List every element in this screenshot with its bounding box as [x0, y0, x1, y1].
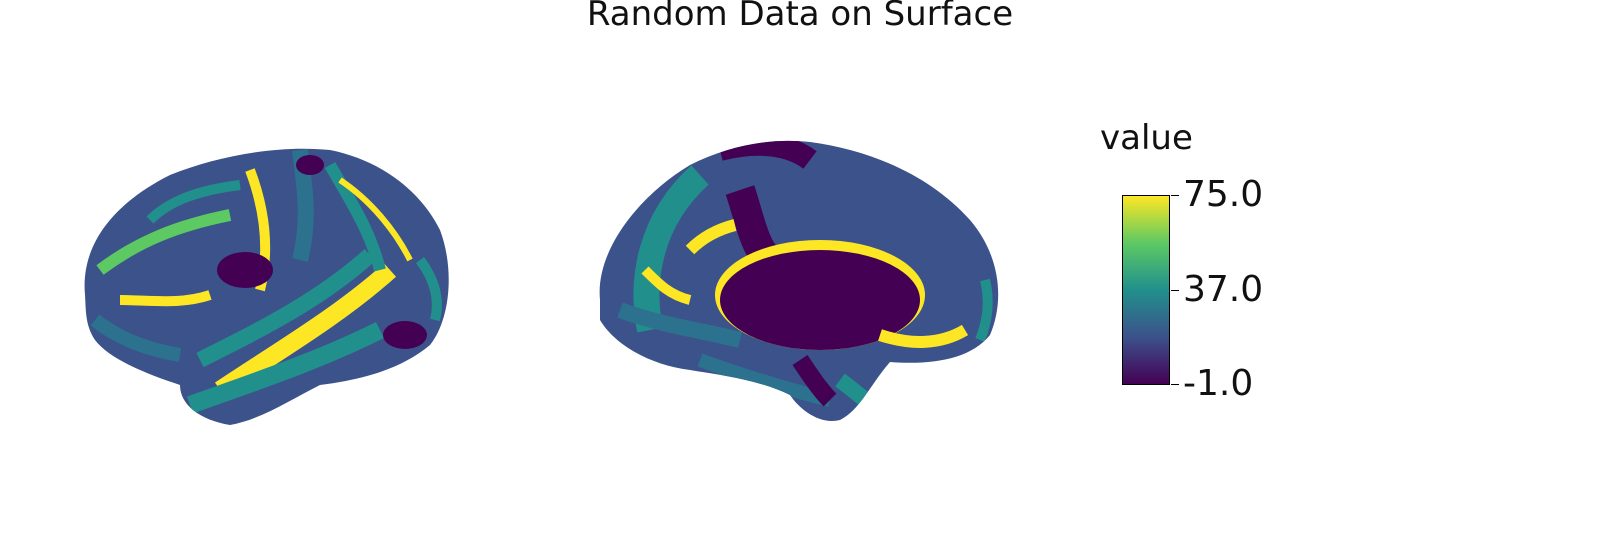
colorbar [1122, 195, 1170, 385]
colorbar-label: value [1100, 118, 1193, 158]
colorbar-tick-mid [1171, 290, 1179, 291]
medial-brain-view [599, 140, 999, 421]
colorbar-tick-label-mid: 37.0 [1183, 269, 1264, 310]
colorbar-tick-label-min: -1.0 [1183, 363, 1254, 404]
colorbar-tick-label-max: 75.0 [1183, 174, 1264, 215]
colorbar-tick-top [1171, 195, 1179, 196]
colorbar-tick-bottom [1171, 384, 1179, 385]
lateral-brain-view [84, 148, 449, 425]
figure-title: Random Data on Surface [586, 0, 1014, 34]
